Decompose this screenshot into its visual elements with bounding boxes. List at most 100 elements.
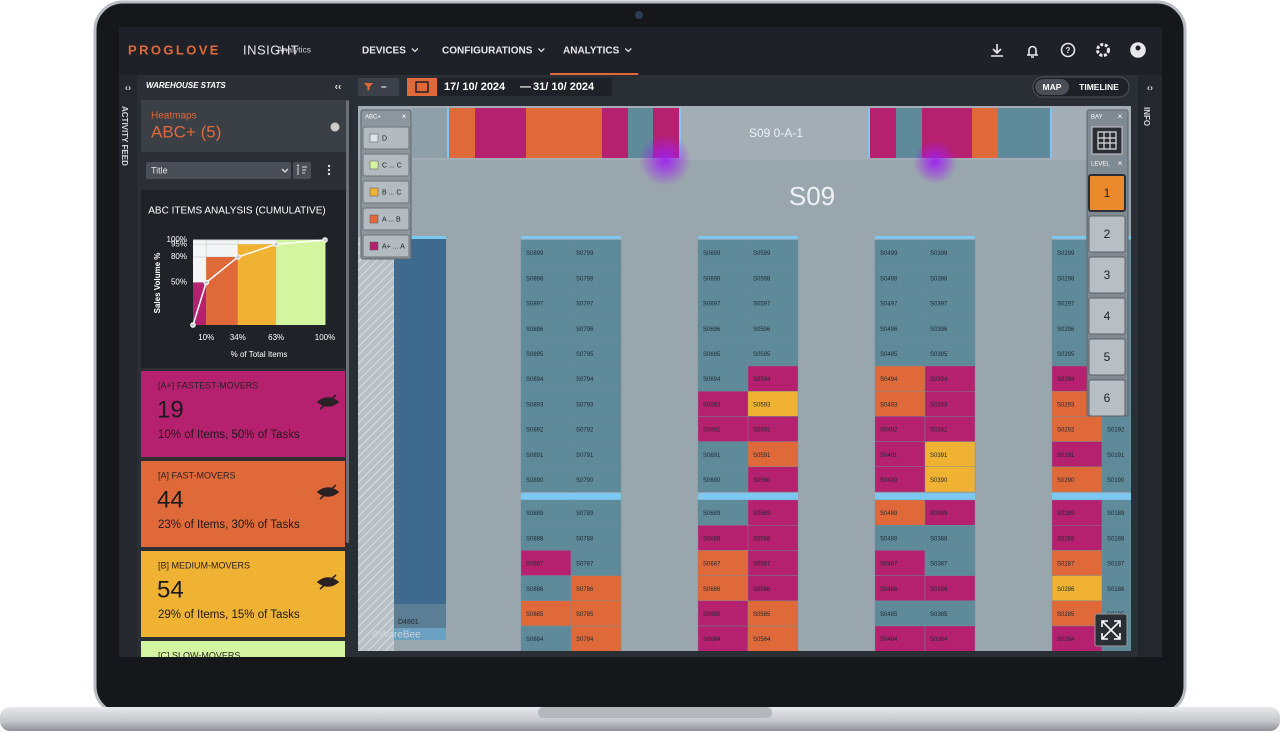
rack-cell[interactable]: [874, 466, 926, 493]
rack-cell[interactable]: [520, 499, 572, 526]
rack-cell[interactable]: [520, 625, 572, 651]
collapse-button[interactable]: ‹‹: [335, 82, 342, 93]
scrollbar[interactable]: [346, 100, 349, 543]
legend-item[interactable]: [362, 126, 410, 150]
rack-cell[interactable]: [1101, 416, 1152, 442]
rack-cell[interactable]: [874, 625, 926, 651]
rack-cell[interactable]: [747, 315, 799, 342]
rack-cell[interactable]: [1101, 550, 1152, 576]
rack-cell[interactable]: [520, 391, 572, 417]
rack-cell[interactable]: [874, 441, 926, 468]
rack-cell[interactable]: [924, 525, 976, 551]
calendar-button[interactable]: [407, 78, 437, 96]
more-button[interactable]: [327, 164, 331, 176]
rack-cell[interactable]: [1051, 499, 1103, 526]
legend-item[interactable]: [362, 180, 410, 204]
rack-cell[interactable]: [570, 600, 622, 627]
rack-cell[interactable]: [924, 315, 976, 342]
rack-cell[interactable]: [570, 365, 622, 392]
rack-cell[interactable]: [924, 265, 976, 291]
rack-cell[interactable]: [747, 290, 799, 316]
rack-cell[interactable]: [874, 315, 926, 342]
rack-cell[interactable]: [697, 265, 749, 291]
rack-cell[interactable]: [520, 365, 572, 392]
rack-cell[interactable]: [747, 441, 799, 468]
rack-cell[interactable]: [520, 575, 572, 601]
date-range[interactable]: [438, 78, 612, 96]
level-button[interactable]: [1088, 379, 1126, 417]
help-icon[interactable]: [330, 122, 340, 132]
rack-cell[interactable]: [570, 391, 622, 417]
rack-cell[interactable]: [747, 416, 799, 442]
rack-cell[interactable]: [924, 365, 976, 392]
bay-grid-button[interactable]: [1091, 126, 1123, 155]
rack-cell[interactable]: [570, 416, 622, 442]
download-icon[interactable]: [991, 44, 1003, 57]
rack-cell[interactable]: [697, 466, 749, 493]
rack-cell[interactable]: [697, 239, 749, 266]
level-button[interactable]: [1088, 174, 1126, 212]
rack-cell[interactable]: [924, 466, 976, 493]
level-button[interactable]: [1088, 338, 1126, 376]
rack-cell[interactable]: [697, 499, 749, 526]
rack-cell[interactable]: [747, 239, 799, 266]
rack-cell[interactable]: [697, 625, 749, 651]
level-button[interactable]: [1088, 297, 1126, 335]
rack-cell[interactable]: [1101, 575, 1152, 601]
rack-cell[interactable]: [520, 525, 572, 551]
left-rail[interactable]: [119, 75, 137, 657]
rack-cell[interactable]: [1051, 466, 1103, 493]
rack-cell[interactable]: [570, 550, 622, 576]
view-option[interactable]: MAP: [1043, 82, 1062, 92]
rack-cell[interactable]: [924, 625, 976, 651]
rack-cell[interactable]: [874, 600, 926, 627]
view-option[interactable]: TIMELINE: [1079, 82, 1119, 92]
visibility-icon[interactable]: [316, 574, 340, 590]
nav-item[interactable]: ANALYTICS: [563, 46, 620, 57]
rack-cell[interactable]: [747, 340, 799, 367]
filter-button[interactable]: [358, 78, 399, 96]
rack-cell[interactable]: [697, 441, 749, 468]
level-button[interactable]: [1088, 256, 1126, 294]
rack-cell[interactable]: [1051, 416, 1103, 442]
rack-cell[interactable]: [697, 315, 749, 342]
rack-cell[interactable]: [1101, 499, 1152, 526]
rack-cell[interactable]: [570, 499, 622, 526]
rail-toggle[interactable]: ‹›: [1147, 82, 1153, 92]
class-card[interactable]: [141, 461, 345, 547]
rack-cell[interactable]: [747, 600, 799, 627]
rack-cell[interactable]: [520, 441, 572, 468]
rack-cell[interactable]: [697, 600, 749, 627]
rack-cell[interactable]: [747, 525, 799, 551]
nav-item[interactable]: CONFIGURATIONS: [442, 46, 533, 57]
rack-cell[interactable]: [520, 600, 572, 627]
sort-select[interactable]: [146, 162, 291, 179]
rack-cell[interactable]: [697, 525, 749, 551]
rack-cell[interactable]: [874, 365, 926, 392]
help-icon[interactable]: [1060, 42, 1076, 58]
rack-cell[interactable]: [874, 265, 926, 291]
visibility-icon[interactable]: [316, 484, 340, 500]
close-button[interactable]: ×: [1118, 159, 1123, 168]
rack-cell[interactable]: [520, 340, 572, 367]
right-rail[interactable]: [1138, 75, 1162, 657]
rail-toggle[interactable]: ‹›: [125, 82, 131, 92]
rack-cell[interactable]: [924, 499, 976, 526]
rack-cell[interactable]: [1051, 575, 1103, 601]
rack-cell[interactable]: [570, 466, 622, 493]
rack-cell[interactable]: [520, 315, 572, 342]
rack-cell[interactable]: [1051, 625, 1103, 651]
rack-cell[interactable]: [570, 265, 622, 291]
rack-cell[interactable]: [697, 290, 749, 316]
close-button[interactable]: ×: [402, 112, 407, 121]
legend-item[interactable]: [362, 153, 410, 177]
rack-cell[interactable]: [874, 340, 926, 367]
rack-cell[interactable]: [924, 441, 976, 468]
rack-cell[interactable]: [697, 575, 749, 601]
class-card[interactable]: [141, 641, 345, 727]
rack-cell[interactable]: [1101, 466, 1152, 493]
rack-cell[interactable]: [924, 600, 976, 627]
rack-cell[interactable]: [924, 391, 976, 417]
class-card[interactable]: [141, 371, 345, 457]
rack-cell[interactable]: [697, 416, 749, 442]
